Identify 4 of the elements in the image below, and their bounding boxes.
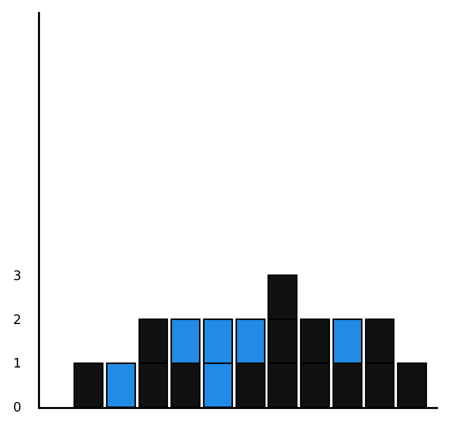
- y-tick-label: 1: [13, 356, 22, 372]
- y-tick-label: 2: [13, 312, 22, 328]
- y-tick-label: 3: [13, 268, 22, 284]
- y-tick-label: 0: [13, 400, 22, 416]
